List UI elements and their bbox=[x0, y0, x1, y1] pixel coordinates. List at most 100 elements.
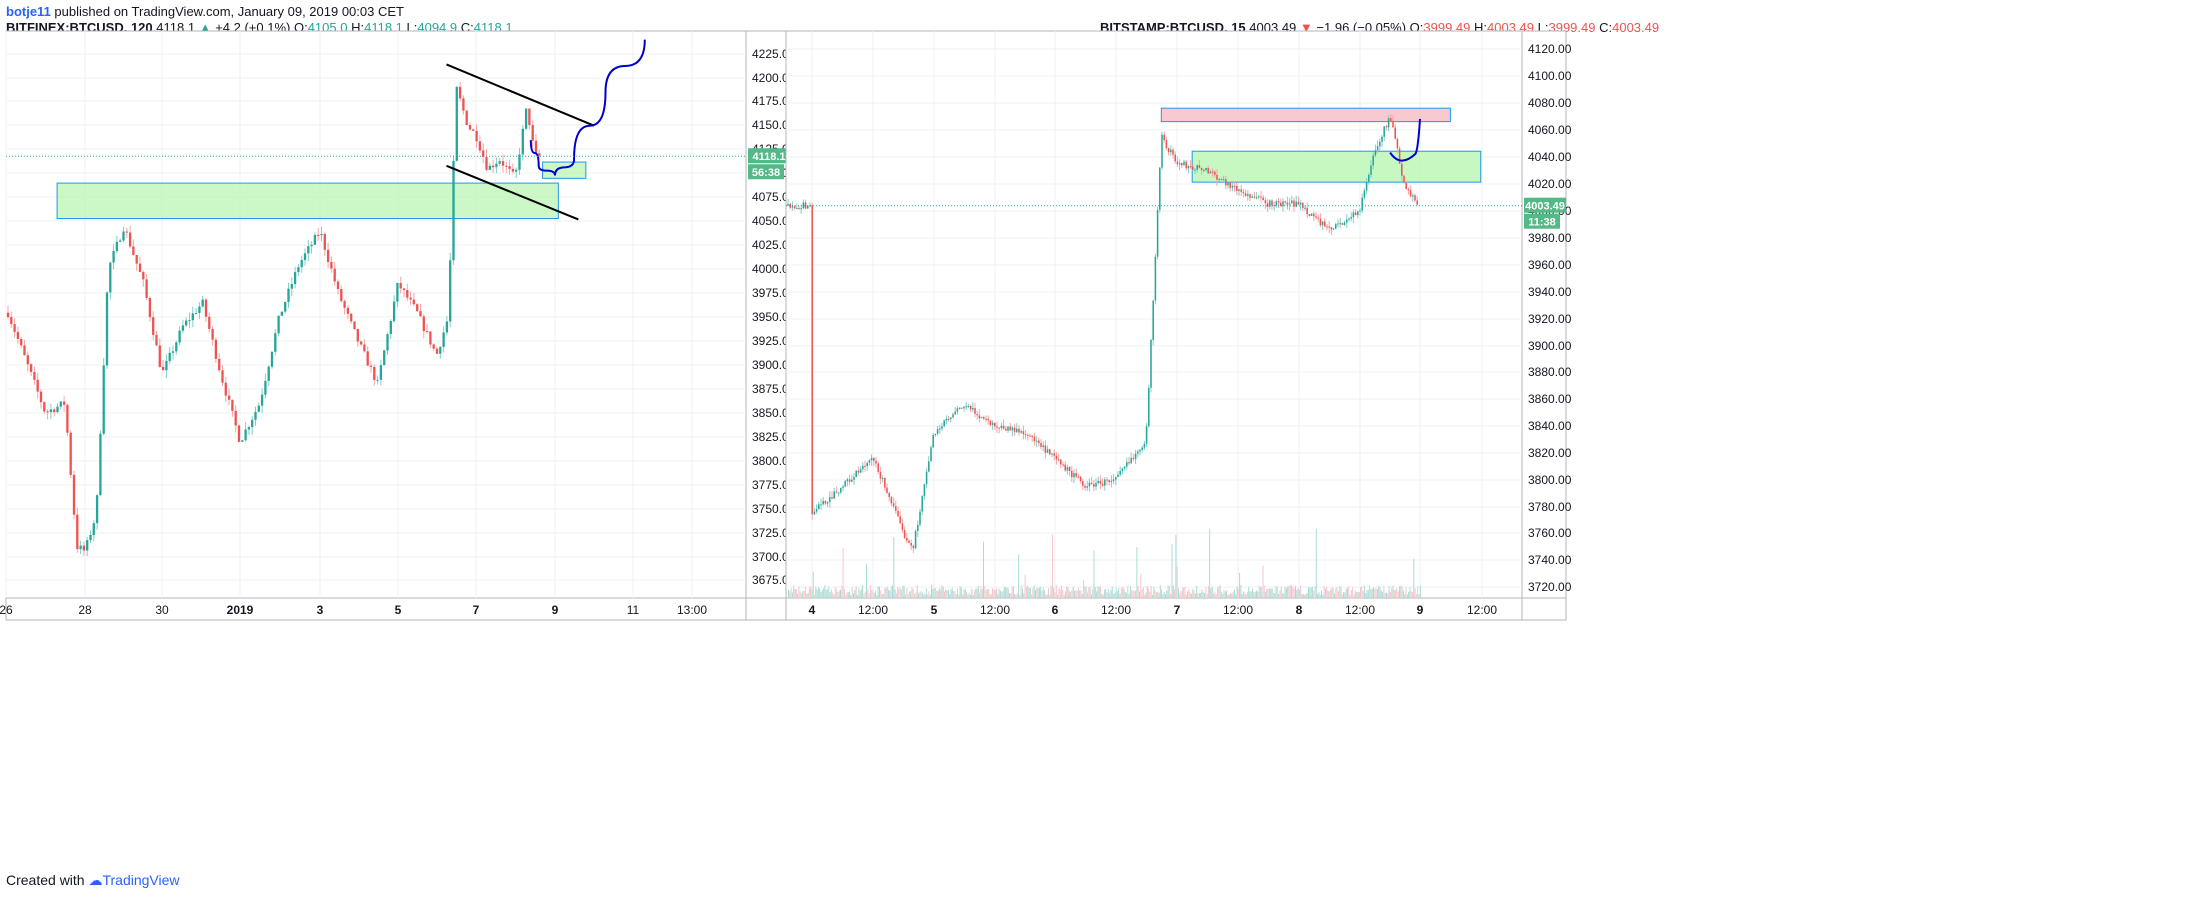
candle bbox=[1315, 212, 1317, 220]
candle-body bbox=[1354, 212, 1357, 216]
volume-bar bbox=[1063, 594, 1065, 598]
volume-bar bbox=[1270, 588, 1272, 598]
volume-bar bbox=[1153, 586, 1155, 598]
price-tag: 4003.49 bbox=[1525, 201, 1565, 213]
candle bbox=[1222, 175, 1225, 181]
candle-body bbox=[406, 290, 409, 298]
y-tick-label: 3780.00 bbox=[1528, 500, 1572, 514]
candle-body bbox=[432, 344, 435, 349]
candle bbox=[1038, 437, 1040, 447]
volume-bar bbox=[1244, 592, 1246, 598]
candle bbox=[1178, 159, 1181, 171]
volume-bar bbox=[1036, 588, 1038, 598]
candle-body bbox=[1016, 428, 1018, 432]
candle bbox=[983, 415, 985, 421]
publisher-text: published on TradingView.com, January 09… bbox=[54, 4, 404, 19]
candle bbox=[102, 357, 105, 436]
volume-bar bbox=[1158, 593, 1160, 598]
candle bbox=[478, 135, 482, 153]
volume-bar bbox=[1300, 585, 1302, 598]
candle bbox=[1104, 477, 1106, 491]
y-tick-label: 3775.0 bbox=[752, 478, 789, 492]
footer-brand[interactable]: TradingView bbox=[102, 872, 180, 888]
volume-bar bbox=[1309, 587, 1311, 598]
volume-bar bbox=[962, 594, 964, 598]
volume-bar bbox=[910, 591, 912, 598]
candle-body bbox=[234, 410, 237, 426]
candle bbox=[145, 274, 148, 301]
x-tick-label: 7 bbox=[473, 603, 480, 617]
candle-body bbox=[947, 418, 950, 420]
candle-body bbox=[49, 409, 53, 413]
volume-bar bbox=[1209, 528, 1211, 598]
candle bbox=[89, 530, 92, 543]
candle bbox=[884, 477, 886, 492]
candle-body bbox=[1401, 163, 1403, 176]
volume-bar bbox=[1046, 594, 1048, 598]
volume-bar bbox=[1259, 586, 1261, 598]
candle bbox=[1275, 199, 1278, 208]
volume-bar bbox=[829, 591, 831, 598]
volume-bar bbox=[1027, 585, 1029, 598]
volume-bar bbox=[817, 587, 819, 598]
volume-bar bbox=[843, 588, 845, 598]
volume-bar bbox=[1127, 586, 1129, 598]
volume-bar bbox=[1200, 592, 1202, 598]
y-tick-label: 4150.0 bbox=[752, 118, 789, 132]
volume-bar bbox=[970, 594, 971, 598]
candle bbox=[1266, 198, 1269, 212]
candle-body bbox=[1198, 165, 1201, 168]
trendline bbox=[446, 164, 579, 221]
publisher-user[interactable]: botje11 bbox=[6, 4, 51, 19]
x-tick-label: 12:00 bbox=[1467, 603, 1497, 617]
candle-body bbox=[1033, 436, 1036, 442]
candle-body bbox=[422, 316, 425, 332]
candle-body bbox=[1062, 464, 1064, 466]
candle bbox=[897, 506, 899, 518]
candle bbox=[1053, 449, 1055, 461]
volume-bar bbox=[1360, 586, 1361, 598]
candle bbox=[1073, 469, 1075, 483]
candle-body bbox=[1273, 205, 1275, 207]
candle-body bbox=[921, 496, 923, 512]
y-tick-label: 3850.0 bbox=[752, 406, 789, 420]
candle-body bbox=[1304, 207, 1306, 209]
volume-bar bbox=[1414, 587, 1416, 598]
volume-bar bbox=[860, 588, 862, 598]
candle-body bbox=[866, 462, 868, 466]
candle bbox=[815, 504, 818, 514]
candle-body bbox=[356, 329, 359, 342]
candle-body bbox=[1027, 434, 1029, 436]
candle-body bbox=[879, 471, 882, 479]
candle-body bbox=[369, 365, 373, 367]
volume-bar bbox=[1288, 586, 1290, 598]
volume-bar bbox=[1141, 589, 1143, 598]
candle-body bbox=[1207, 167, 1209, 174]
volume-bar bbox=[1389, 592, 1391, 598]
x-tick-label: 12:00 bbox=[858, 603, 888, 617]
volume-bar bbox=[1089, 587, 1091, 598]
price-tag-bg bbox=[748, 148, 790, 164]
candle-body bbox=[1372, 155, 1374, 166]
volume-bar bbox=[940, 589, 942, 598]
volume-bar bbox=[941, 585, 943, 598]
volume-bar bbox=[1118, 588, 1120, 598]
volume-bar bbox=[1282, 593, 1283, 598]
candle bbox=[1161, 131, 1163, 170]
volume-bar bbox=[990, 594, 992, 598]
candle bbox=[967, 403, 970, 408]
candle bbox=[1403, 174, 1405, 184]
candle-body bbox=[36, 379, 39, 392]
candle bbox=[495, 157, 498, 174]
candle-body bbox=[1042, 445, 1044, 447]
candle-body bbox=[290, 284, 293, 289]
candle bbox=[1343, 220, 1346, 227]
candle-body bbox=[1130, 457, 1132, 464]
volume-bar bbox=[1311, 586, 1313, 598]
candle bbox=[1106, 477, 1108, 486]
candle bbox=[188, 312, 191, 329]
volume-bar bbox=[788, 589, 789, 598]
volume-bar bbox=[871, 590, 873, 598]
candle-body bbox=[330, 261, 333, 269]
